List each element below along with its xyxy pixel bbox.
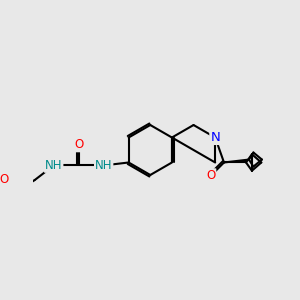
- Text: O: O: [74, 138, 83, 152]
- Text: O: O: [206, 169, 215, 182]
- Text: O: O: [0, 173, 8, 186]
- Text: NH: NH: [95, 159, 112, 172]
- Text: NH: NH: [45, 159, 62, 172]
- Text: N: N: [210, 131, 220, 144]
